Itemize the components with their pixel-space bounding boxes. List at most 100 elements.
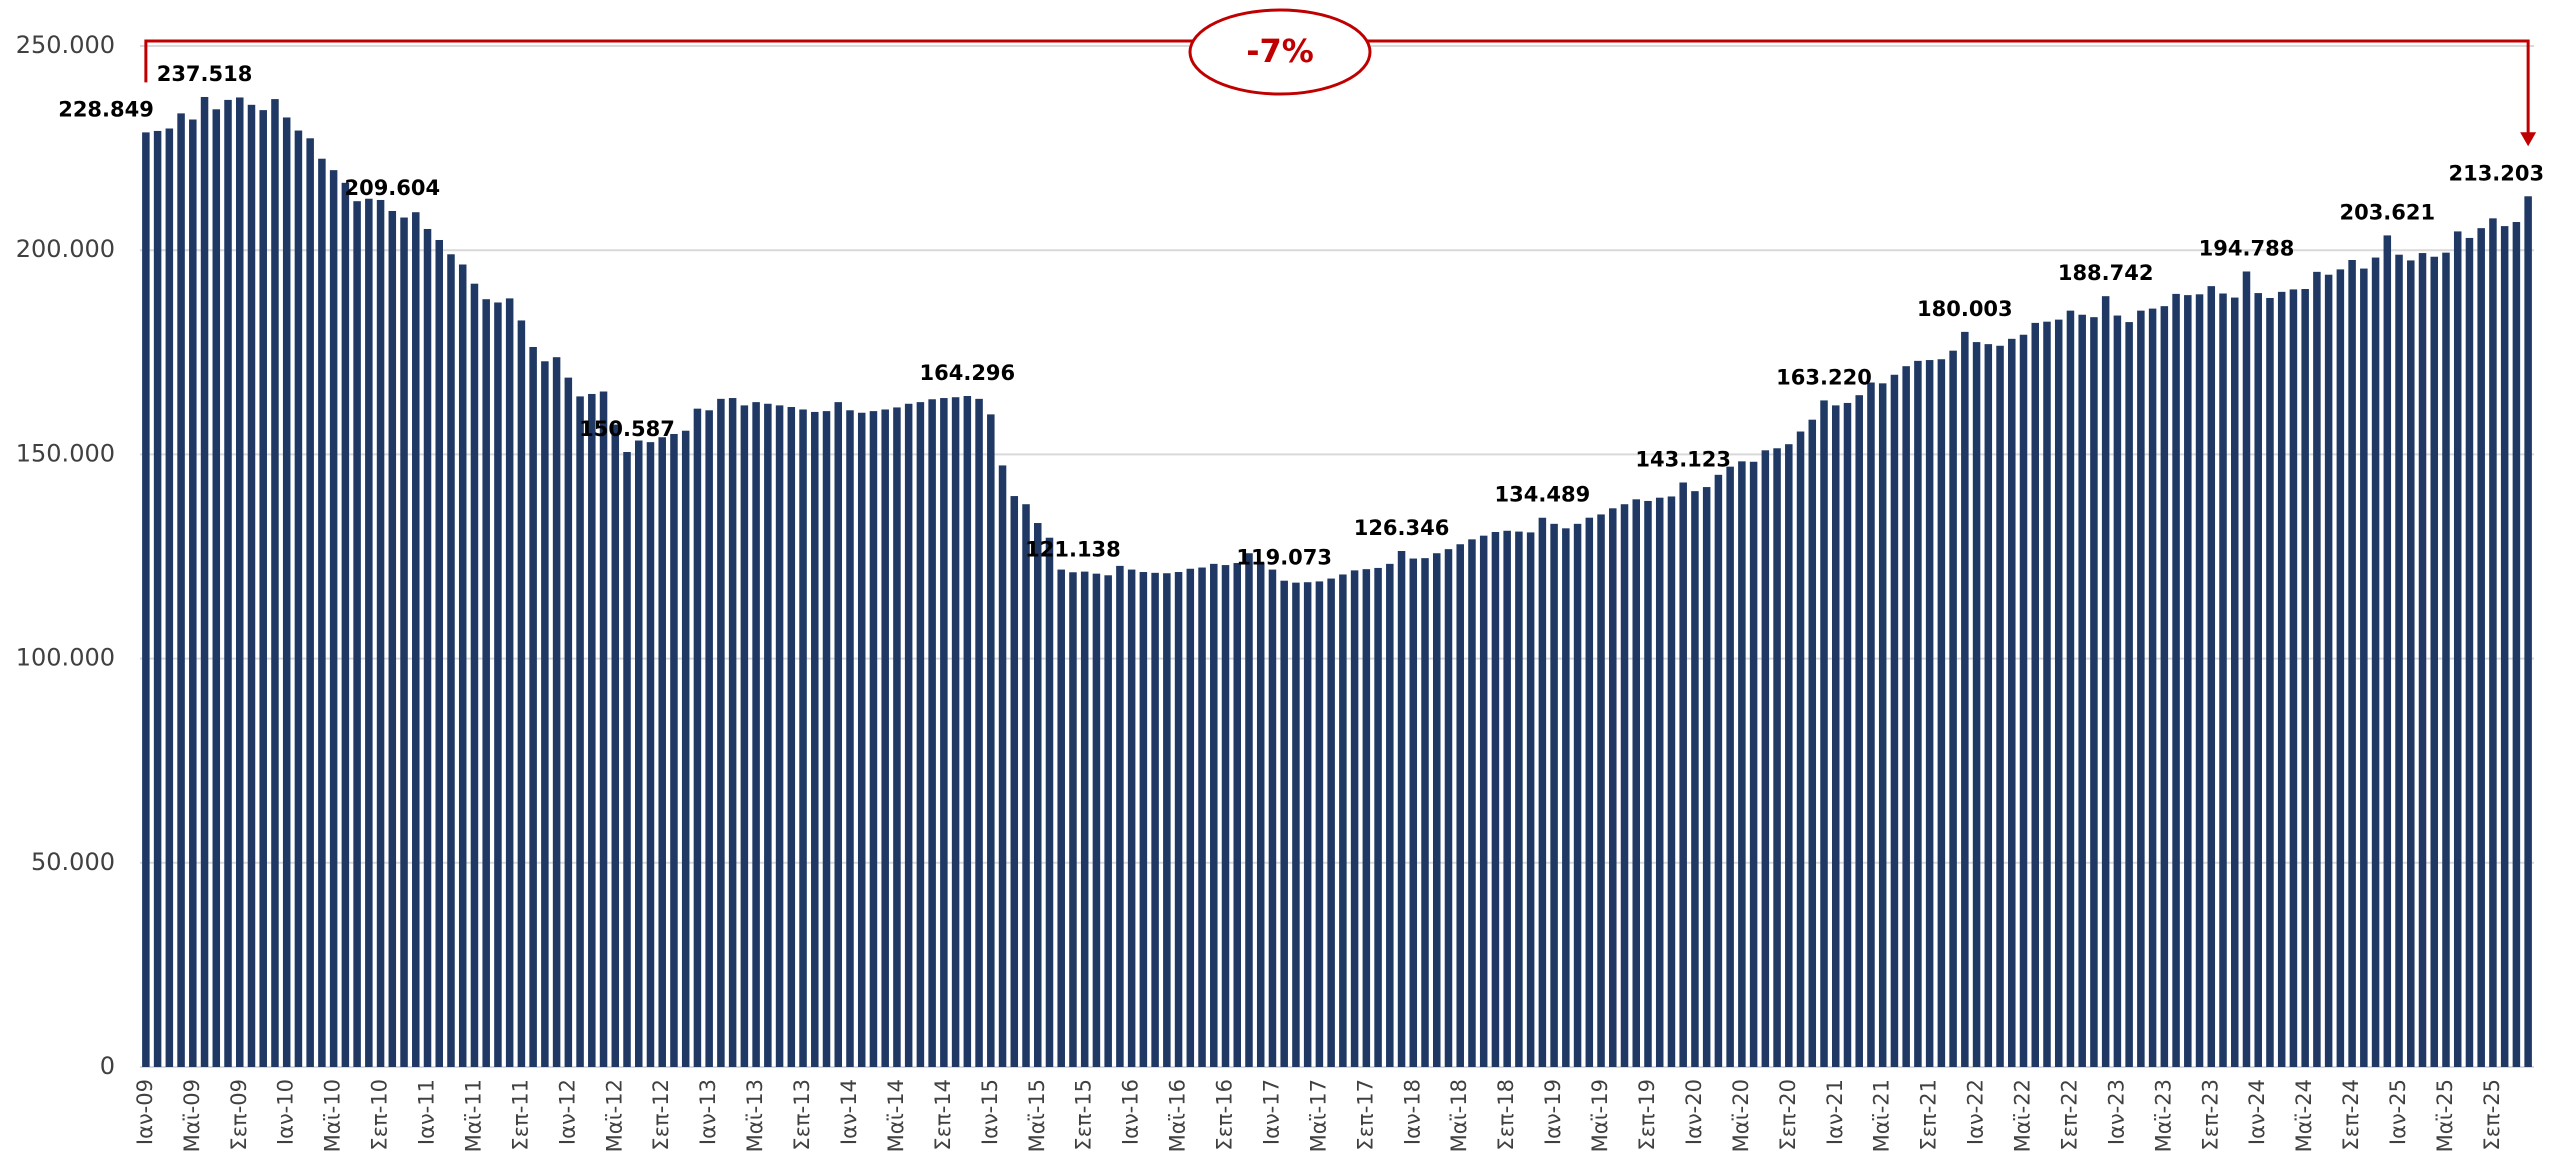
bar [2043,321,2051,1067]
bar [529,346,537,1067]
bar [1738,461,1746,1068]
bar [1479,535,1488,1067]
x-tick-label: Σεπ-16 [1213,1079,1237,1151]
bar [1198,567,1206,1067]
bar [987,414,995,1067]
bar [1280,580,1288,1067]
bar [2101,296,2110,1067]
bar [2008,338,2016,1067]
bar [846,410,854,1067]
bar [1303,582,1312,1067]
bar [494,302,502,1067]
x-tick-label: Σεπ-12 [649,1079,673,1151]
x-tick-label: Ιαν-17 [1259,1079,1283,1145]
bar [2230,297,2239,1067]
bar [2254,293,2262,1067]
bar [1010,496,1019,1068]
y-tick-label: 100.000 [16,644,115,672]
x-tick-label: Μαϊ-13 [743,1079,767,1152]
bar [2125,322,2133,1068]
x-tick-label: Μαϊ-12 [602,1079,626,1152]
bar [681,430,690,1068]
x-tick-label: Μαϊ-22 [2011,1079,2035,1152]
x-tick-label: Ιαν-10 [274,1079,298,1145]
data-label: 143.123 [1635,447,1731,471]
bar [2031,322,2040,1067]
x-tick-label: Σεπ-14 [931,1079,955,1151]
bar [2360,268,2368,1067]
bar [764,403,772,1067]
bar [2090,317,2098,1067]
bar [247,104,256,1068]
bar [717,398,725,1067]
bar [1080,571,1089,1067]
x-tick-label: Μαϊ-19 [1588,1079,1612,1152]
bar [963,396,972,1067]
bar [893,407,901,1068]
bar [1796,431,1805,1067]
bar [2184,295,2192,1067]
bar [552,357,561,1067]
bar [1362,569,1371,1067]
bar [1937,359,1946,1067]
bar [1350,570,1359,1067]
bar [200,96,209,1067]
bar [1843,402,1852,1067]
x-tick-label: Μαϊ-25 [2433,1079,2457,1152]
bar [165,128,174,1067]
bar [1503,530,1511,1067]
data-label: 119.073 [1236,546,1332,570]
bar [2371,257,2380,1067]
x-tick-label: Ιαν-13 [696,1079,720,1145]
bar [341,182,350,1068]
bar [1268,569,1277,1067]
bar [1914,360,1922,1067]
bar [1456,544,1464,1067]
bar [634,440,643,1067]
bar [1256,562,1265,1067]
bar [423,228,432,1067]
bar [435,239,444,1068]
x-tick-label: Μαϊ-16 [1166,1079,1190,1152]
bar [1620,504,1629,1067]
x-tick-label: Ιαν-21 [1823,1079,1847,1145]
bar [599,391,608,1067]
y-tick-label: 150.000 [16,439,115,467]
x-tick-label: Σεπ-18 [1494,1079,1518,1151]
bar [2395,254,2403,1068]
y-tick-label: 250.000 [16,31,115,59]
bar [728,398,737,1068]
bar [1902,366,1910,1067]
bar [271,99,279,1068]
bar [1726,466,1734,1068]
x-tick-label: Μαϊ-24 [2292,1079,2316,1152]
bar [1491,531,1500,1067]
x-tick-label: Ιαν-09 [133,1079,157,1145]
bar [1245,553,1253,1067]
bar [2160,306,2169,1068]
bar [1033,523,1042,1067]
x-tick-label: Ιαν-20 [1682,1079,1706,1145]
bar [224,99,232,1067]
bar [235,97,244,1068]
x-tick-label: Μαϊ-14 [884,1079,908,1152]
bar [2054,319,2063,1067]
bar [1585,517,1594,1067]
bar [787,407,796,1067]
bar [1573,523,1582,1067]
bar [153,130,162,1067]
x-tick-label: Σεπ-17 [1353,1079,1377,1151]
bar [2348,260,2356,1067]
bar [1139,572,1148,1067]
bar [1538,517,1547,1067]
bar [189,119,197,1067]
bar [1855,395,1863,1067]
x-tick-label: Μαϊ-21 [1870,1079,1894,1152]
bar [1444,549,1453,1067]
bar [294,130,303,1067]
x-tick-label: Ιαν-12 [555,1079,579,1145]
bar [1116,565,1124,1067]
bar [1996,345,2004,1067]
bar [658,437,666,1067]
